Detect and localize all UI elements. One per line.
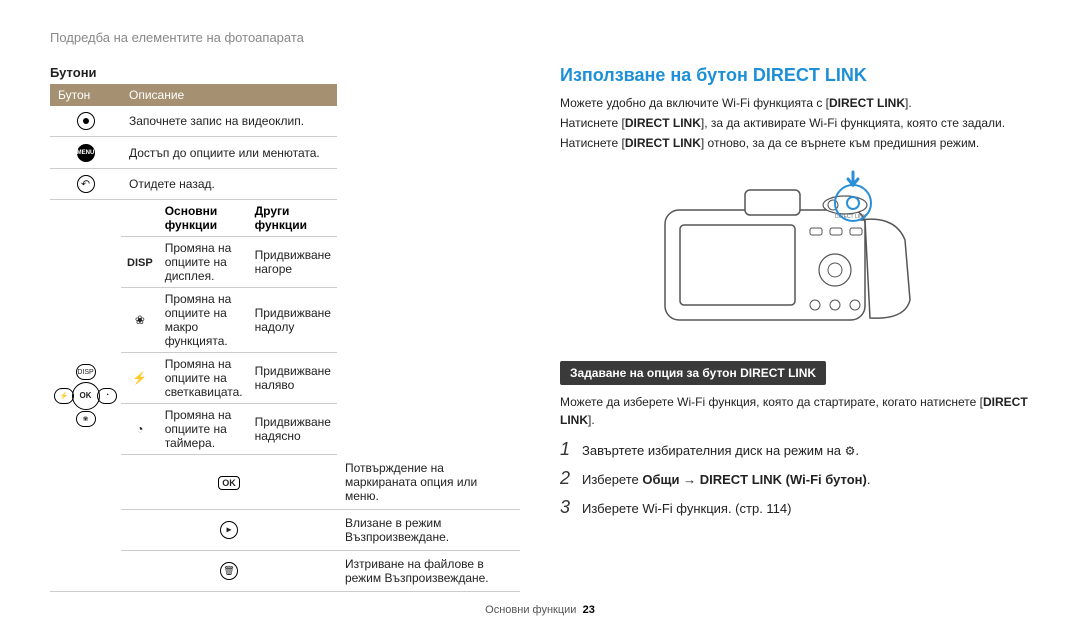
dpad-timer: ◔ (97, 388, 117, 404)
desc-delete: Изтриване на файлове в режим Възпроизвеж… (337, 551, 520, 592)
back-icon (77, 175, 95, 193)
flash-other: Придвижване наляво (249, 353, 337, 404)
breadcrumb: Подредба на елементите на фотоапарата (50, 30, 1030, 45)
play-icon (220, 521, 238, 539)
disp-main: Промяна на опциите на дисплея. (159, 237, 249, 288)
direct-link-title: Използване на бутон DIRECT LINK (560, 65, 1030, 86)
table-row: ⚡ Промяна на опциите на светкавицата. Пр… (121, 353, 337, 404)
desc-menu: Достъп до опциите или менютата. (121, 137, 337, 169)
page-footer: Основни функции 23 (0, 604, 1080, 616)
table-row: OK Потвърждение на маркираната опция или… (50, 455, 520, 510)
inner-header-other: Други функции (249, 200, 337, 237)
table-row: DISP ❀ ⚡ ◔ OK Основни функции Други функ… (50, 200, 520, 456)
steps-list: 1 Завъртете избирателния диск на режим н… (560, 439, 1030, 518)
section-title-buttons: Бутони (50, 65, 520, 80)
flash-main: Промяна на опциите на светкавицата. (159, 353, 249, 404)
step-3: 3 Изберете Wi-Fi функция. (стр. 114) (560, 497, 1030, 518)
col-header-button: Бутон (50, 84, 121, 106)
menu-icon: MENU (77, 144, 95, 162)
desc-play: Влизане в режим Възпроизвеждане. (337, 510, 520, 551)
gear-icon (845, 443, 856, 458)
macro-icon: ❀ (135, 313, 145, 327)
para-1: Можете удобно да включите Wi-Fi функцият… (560, 94, 1030, 112)
step-2: 2 Изберете Общи → DIRECT LINK (Wi-Fi бут… (560, 468, 1030, 489)
dpad-disp: DISP (76, 364, 96, 380)
trash-icon (220, 562, 238, 580)
timer-other: Придвижване надясно (249, 404, 337, 455)
sub-para: Можете да изберете Wi-Fi функция, която … (560, 393, 1030, 429)
desc-ok: Потвърждение на маркираната опция или ме… (337, 455, 520, 510)
table-row: Влизане в режим Възпроизвеждане. (50, 510, 520, 551)
disp-other: Придвижване нагоре (249, 237, 337, 288)
buttons-table: Бутон Описание Започнете запис на видеок… (50, 84, 520, 592)
table-row: Отидете назад. (50, 169, 520, 200)
desc-record: Започнете запис на видеоклип. (121, 106, 337, 137)
dpad-ok: OK (72, 382, 100, 410)
right-column: Използване на бутон DIRECT LINK Можете у… (560, 65, 1030, 592)
ok-icon: OK (218, 476, 240, 490)
table-row: ◔ Промяна на опциите на таймера. Придвиж… (121, 404, 337, 455)
left-column: Бутони Бутон Описание Започнете запис на… (50, 65, 520, 592)
camera-illustration: DIRECT LINK (560, 170, 1030, 343)
dpad-icon: DISP ❀ ⚡ ◔ OK (58, 368, 113, 423)
macro-other: Придвижване надолу (249, 288, 337, 353)
table-row: MENU Достъп до опциите или менютата. (50, 137, 520, 169)
timer-main: Промяна на опциите на таймера. (159, 404, 249, 455)
desc-back: Отидете назад. (121, 169, 337, 200)
timer-icon: ◔ (136, 422, 143, 436)
table-row: DISP Промяна на опциите на дисплея. Прид… (121, 237, 337, 288)
disp-label-icon: DISP (127, 257, 153, 269)
dpad-functions-table: Основни функции Други функции DISP Промя… (121, 200, 337, 455)
macro-main: Промяна на опциите на макро функцията. (159, 288, 249, 353)
record-icon (77, 112, 95, 130)
para-3: Натиснете [DIRECT LINK] отново, за да се… (560, 134, 1030, 152)
para-2: Натиснете [DIRECT LINK], за да активират… (560, 114, 1030, 132)
table-row: Започнете запис на видеоклип. (50, 106, 520, 137)
subsection-header: Задаване на опция за бутон DIRECT LINK (560, 361, 826, 385)
inner-header-main: Основни функции (159, 200, 249, 237)
flash-icon: ⚡ (132, 371, 147, 385)
dpad-macro: ❀ (76, 411, 96, 427)
table-row: Изтриване на файлове в режим Възпроизвеж… (50, 551, 520, 592)
step-1: 1 Завъртете избирателния диск на режим н… (560, 439, 1030, 460)
col-header-description: Описание (121, 84, 337, 106)
table-row: ❀ Промяна на опциите на макро функцията.… (121, 288, 337, 353)
